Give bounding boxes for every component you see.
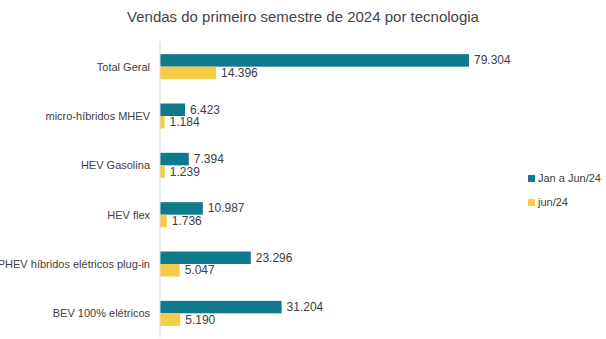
bar	[160, 67, 216, 80]
legend: Jan a Jun/24 jun/24	[528, 172, 601, 208]
data-label: 14.396	[221, 66, 258, 80]
data-label: 23.296	[256, 251, 293, 265]
labels: Total Geral 79.304 14.396 micro-híbridos MH…	[0, 53, 511, 326]
bar	[160, 215, 167, 228]
data-label: 5.190	[185, 313, 215, 327]
data-label: 5.047	[185, 263, 215, 277]
bar	[160, 202, 203, 215]
bar	[160, 153, 189, 166]
category-label: BEV 100% elétricos	[53, 307, 151, 319]
data-label: 1.239	[170, 165, 200, 179]
bar	[160, 116, 165, 129]
bar	[160, 313, 180, 326]
category-axis	[160, 42, 161, 338]
category-label: PHEV híbridos elétricos plug-in	[0, 258, 150, 270]
legend-swatch	[528, 199, 535, 206]
data-label: 1.184	[170, 115, 200, 129]
legend-label: jun/24	[537, 196, 568, 208]
data-label: 79.304	[474, 53, 511, 67]
title: Vendas do primeiro semestre de 2024 por …	[127, 8, 480, 25]
bar	[160, 301, 282, 314]
legend-label: Jan a Jun/24	[538, 172, 601, 184]
category-label: HEV Gasolina	[81, 159, 151, 171]
bar	[160, 165, 165, 178]
bars	[160, 54, 469, 326]
data-label: 10.987	[208, 201, 245, 215]
legend-swatch	[528, 175, 535, 182]
category-label: HEV flex	[107, 209, 150, 221]
data-label: 31.204	[287, 300, 324, 314]
category-label: micro-híbridos MHEV	[45, 110, 150, 122]
chart: Vendas do primeiro semestre de 2024 por …	[0, 0, 606, 339]
category-label: Total Geral	[97, 61, 150, 73]
bar	[160, 264, 180, 277]
data-label: 1.736	[172, 214, 202, 228]
bar	[160, 54, 469, 67]
bar	[160, 252, 251, 265]
bar	[160, 104, 185, 117]
